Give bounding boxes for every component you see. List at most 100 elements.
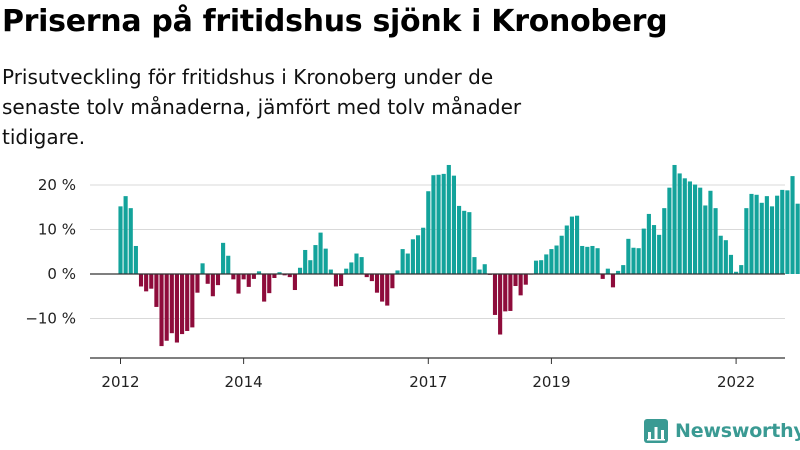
bar	[492, 274, 498, 315]
bar	[482, 264, 487, 274]
bar	[616, 270, 621, 274]
bar	[267, 274, 272, 294]
x-tick-label: 2017	[409, 373, 447, 391]
x-tick-label: 2014	[225, 373, 263, 391]
bar	[498, 274, 503, 335]
bar	[395, 270, 400, 274]
x-tick-label: 2019	[532, 373, 570, 391]
bar	[251, 274, 256, 279]
bar	[749, 193, 754, 274]
bar	[405, 253, 410, 274]
bar	[277, 272, 282, 274]
bar	[210, 274, 215, 297]
bar	[728, 254, 734, 275]
bar	[636, 248, 641, 274]
bar	[734, 271, 739, 274]
bar	[385, 274, 390, 306]
bar	[174, 274, 179, 343]
bar-chart-icon	[644, 419, 668, 443]
bar	[692, 184, 698, 275]
bar	[318, 232, 323, 275]
bar	[195, 274, 200, 293]
bar	[292, 274, 297, 291]
bar	[144, 274, 149, 292]
bar	[451, 175, 457, 274]
bar	[672, 164, 677, 274]
bar	[785, 190, 790, 274]
bar	[169, 274, 174, 334]
bar	[518, 274, 523, 296]
bar	[272, 274, 277, 278]
chart-subtitle: Prisutveckling för fritidshus i Kronober…	[2, 65, 522, 149]
bar	[313, 245, 318, 274]
bar	[651, 225, 657, 274]
y-tick-label: −10 %	[25, 310, 76, 328]
bar	[308, 260, 313, 274]
bar	[590, 245, 595, 275]
bar	[369, 274, 374, 282]
bar	[421, 227, 426, 274]
bar	[754, 194, 759, 274]
bar	[641, 228, 646, 274]
y-tick-label: 20 %	[38, 176, 76, 194]
bars	[118, 164, 800, 347]
bar	[703, 205, 708, 274]
bar	[410, 239, 415, 274]
bar	[559, 235, 564, 274]
bar	[626, 238, 631, 274]
bar	[333, 274, 339, 287]
bar	[790, 176, 795, 274]
bar	[657, 234, 662, 274]
bar	[513, 274, 518, 287]
chart-title: Priserna på fritidshus sjönk i Kronoberg	[2, 4, 668, 39]
bar	[554, 245, 559, 274]
bar	[339, 274, 344, 287]
bar	[282, 274, 287, 276]
bar	[698, 187, 703, 274]
bar	[503, 274, 508, 312]
bar	[323, 248, 328, 274]
x-tick-label: 2022	[717, 373, 755, 391]
bar	[205, 274, 210, 284]
bar	[477, 269, 482, 274]
bar	[328, 269, 333, 274]
bar	[580, 245, 585, 275]
bar	[390, 274, 395, 289]
bar	[610, 274, 616, 288]
bar	[297, 267, 303, 274]
bar	[426, 191, 431, 274]
bar	[769, 206, 775, 274]
bar	[149, 274, 154, 289]
bar	[180, 274, 185, 335]
bar	[354, 253, 359, 274]
bar	[164, 274, 169, 341]
bar	[349, 262, 354, 274]
bar	[682, 178, 687, 274]
bar	[380, 274, 385, 302]
bar	[718, 235, 723, 274]
bar	[621, 265, 626, 274]
tick-labels: 20 %10 %0 %−10 %201220142017201920222024…	[25, 176, 755, 391]
bar	[780, 189, 785, 274]
brand-name: Newsworthy	[675, 420, 800, 442]
bar	[723, 240, 728, 274]
bar	[667, 187, 672, 274]
bar	[154, 274, 159, 307]
bar	[569, 216, 575, 274]
bar	[138, 274, 144, 287]
bar	[713, 208, 718, 274]
bar	[133, 245, 138, 275]
bar	[364, 274, 369, 278]
bar	[190, 274, 195, 328]
bar	[795, 203, 800, 274]
bar	[595, 248, 600, 274]
y-tick-label: 0 %	[47, 265, 76, 283]
bar	[457, 205, 462, 274]
bar	[123, 196, 128, 275]
bar	[436, 174, 441, 274]
bar	[775, 195, 780, 274]
bar	[585, 246, 590, 274]
bar	[677, 173, 682, 274]
bar	[446, 164, 451, 274]
